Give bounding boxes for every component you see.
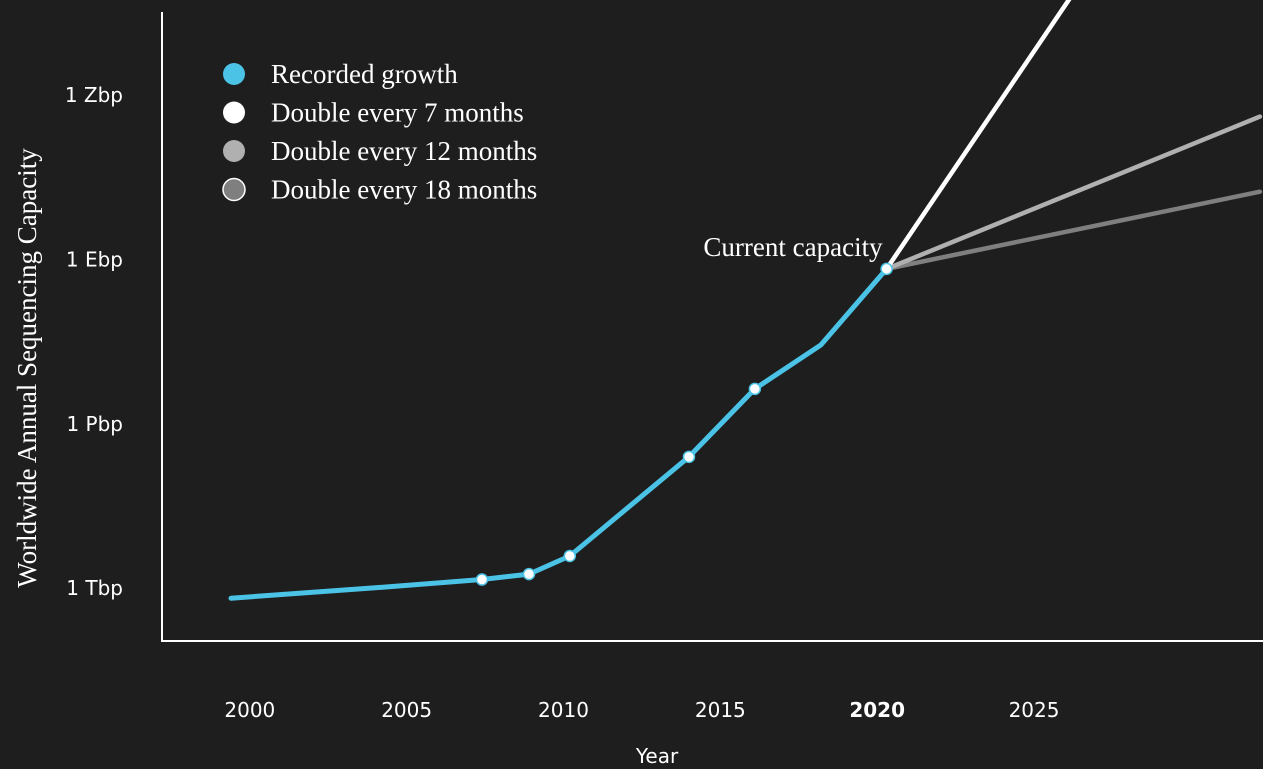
series-line-2 — [884, 114, 1263, 272]
legend-marker — [223, 101, 245, 124]
data-point — [748, 382, 762, 396]
data-point — [563, 549, 577, 563]
x-tick-label: 2020 — [849, 698, 905, 722]
points-layer — [475, 262, 893, 586]
y-tick-label: 1 Ebp — [66, 248, 123, 272]
data-point — [682, 450, 696, 464]
legend-label: Recorded growth — [271, 59, 458, 89]
legend-marker — [223, 63, 245, 85]
y-tick-label: 1 Tbp — [66, 576, 123, 600]
y-tick-label: 1 Pbp — [66, 412, 123, 436]
legend-label: Double every 12 months — [271, 136, 537, 166]
annotations: Current capacity — [703, 232, 883, 262]
x-tick-labels: 2000 2005 2010 2015 2020 2025 — [224, 698, 1059, 722]
y-tick-label: 1 Zbp — [65, 83, 123, 107]
legend: Recorded growth Double every 7 months Doub… — [222, 59, 537, 205]
x-tick-label: 2010 — [538, 698, 589, 722]
axes — [161, 12, 1263, 642]
legend-label: Double every 7 months — [271, 98, 524, 128]
x-axis-label: Year — [635, 744, 679, 768]
legend-marker — [222, 177, 246, 202]
current-capacity-annotation: Current capacity — [703, 232, 883, 262]
x-tick-label: 2000 — [224, 698, 275, 722]
legend-label: Double every 18 months — [271, 175, 537, 205]
series-line-1 — [884, 0, 1072, 272]
data-point — [475, 573, 489, 586]
legend-marker — [223, 140, 245, 162]
series-layer — [228, 0, 1263, 601]
data-point — [522, 567, 536, 581]
x-tick-label: 2025 — [1009, 698, 1060, 722]
y-tick-labels: 1 Tbp 1 Pbp 1 Ebp 1 Zbp — [65, 83, 123, 600]
x-tick-label: 2015 — [695, 698, 746, 722]
series-line-3 — [884, 189, 1263, 272]
y-axis-label: Worldwide Annual Sequencing Capacity — [12, 148, 42, 588]
series-line-0 — [228, 266, 890, 601]
data-point — [880, 262, 893, 276]
x-tick-label: 2005 — [381, 698, 432, 722]
